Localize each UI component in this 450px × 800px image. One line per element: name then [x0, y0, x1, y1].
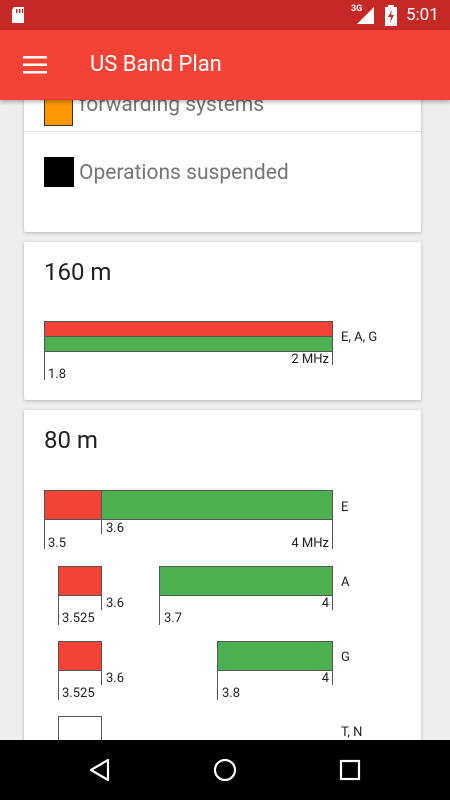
freq-label: 3.525: [62, 611, 95, 626]
license-classes: G: [341, 650, 350, 665]
signal-icon: [357, 7, 374, 24]
sd-icon: [12, 7, 24, 23]
divider: [24, 131, 421, 132]
tick: [58, 670, 59, 700]
segment-green: [101, 490, 333, 520]
app-title: US Band Plan: [90, 52, 222, 77]
freq-label: 4: [321, 596, 329, 611]
freq-label: 3.6: [106, 596, 125, 611]
home-button[interactable]: [213, 758, 237, 782]
tick: [332, 670, 333, 685]
segment-red: [44, 490, 102, 520]
recents-button[interactable]: [339, 759, 361, 781]
legend-swatch-orange: [44, 97, 73, 126]
network-type: 3G: [351, 4, 363, 14]
nav-bar: [0, 740, 450, 800]
license-classes: E, A, G: [341, 330, 378, 345]
status-bar: 3G 5:01: [0, 0, 450, 30]
tick: [44, 519, 45, 549]
freq-label: 3.6: [106, 521, 125, 536]
tick: [58, 595, 59, 625]
menu-button[interactable]: [23, 56, 47, 74]
segment-green: [217, 641, 333, 671]
band-title: 80 m: [44, 426, 98, 454]
freq-label: 3.525: [62, 686, 95, 701]
freq-label: 4: [321, 671, 329, 686]
battery-icon: [385, 5, 397, 26]
tick: [101, 519, 102, 534]
segment-green: [44, 336, 333, 352]
freq-label: 4 MHz: [291, 536, 329, 551]
clock: 5:01: [406, 5, 439, 25]
freq-label: 3.6: [106, 671, 125, 686]
tick: [332, 519, 333, 549]
back-button[interactable]: [88, 758, 112, 782]
legend-card: Fixed digital message forwarding systems…: [24, 67, 421, 232]
tick: [217, 670, 218, 700]
license-classes: T, N: [341, 725, 363, 740]
freq-label: 2 MHz: [291, 352, 329, 367]
license-classes: E: [341, 500, 349, 515]
legend-label: Operations suspended: [79, 161, 289, 185]
freq-label: 3.5: [48, 536, 67, 551]
freq-label: 1.8: [48, 367, 67, 382]
tick: [159, 595, 160, 625]
app-bar: US Band Plan: [0, 30, 450, 100]
segment-red: [58, 566, 102, 596]
band-card: 80 m 3.5 3.6 4 MHz E 3.525 3.6 3.7 4 A 3…: [24, 410, 421, 770]
tick: [101, 595, 102, 610]
segment-red: [44, 321, 333, 337]
content: Fixed digital message forwarding systems…: [0, 67, 450, 770]
segment-red: [58, 641, 102, 671]
freq-label: 3.7: [164, 611, 183, 626]
legend-swatch-black: [44, 157, 74, 187]
license-classes: A: [341, 575, 350, 590]
tick: [332, 595, 333, 610]
tick: [44, 351, 45, 380]
tick: [101, 670, 102, 685]
band-card: 160 m 1.8 2 MHz E, A, G: [24, 242, 421, 400]
freq-label: 3.8: [222, 686, 241, 701]
band-title: 160 m: [44, 258, 112, 286]
tick: [332, 351, 333, 365]
segment-green: [159, 566, 333, 596]
